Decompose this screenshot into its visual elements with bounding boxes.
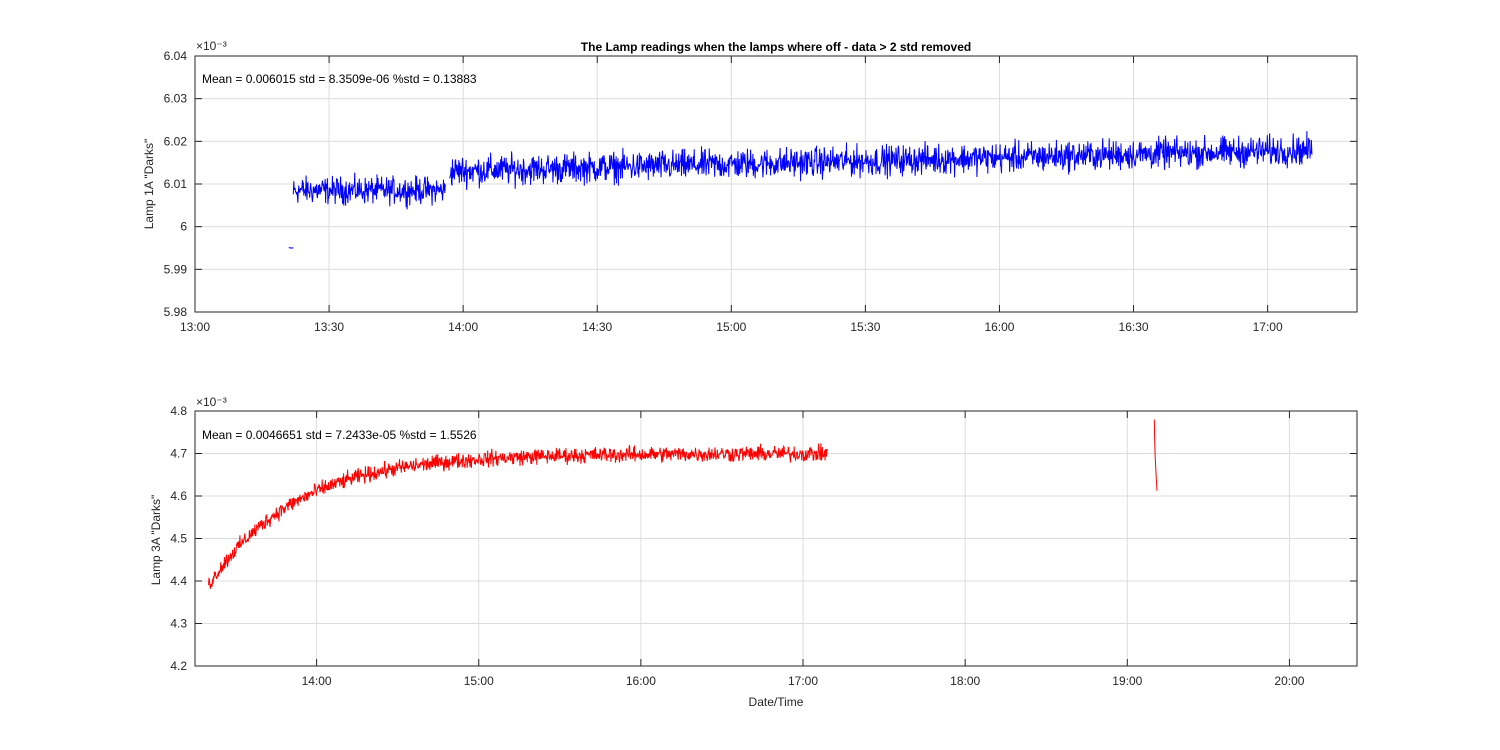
x-tick-label: 15:00 [464,674,494,688]
y-tick-label: 4.7 [170,447,187,461]
bottom-grid [195,410,1357,667]
y-tick-label: 4.2 [170,659,187,673]
bottom-ticks [195,410,1357,667]
y-tick-label: 6.03 [164,92,188,106]
top-y-axis-label: Lamp 1A "Darks" [142,139,156,230]
bottom-stats-annotation: Mean = 0.0046651 std = 7.2433e-05 %std =… [202,428,477,442]
x-tick-label: 14:30 [582,320,612,334]
x-tick-label: 13:30 [314,320,344,334]
top-subplot: 13:00 13:30 14:00 14:30 15:00 15:30 16:00 16:30… [142,39,1358,334]
x-tick-label: 20:00 [1274,674,1304,688]
x-tick-label: 13:00 [180,320,210,334]
y-tick-label: 4.5 [170,532,187,546]
x-tick-label: 16:00 [984,320,1014,334]
y-tick-label: 6.04 [164,49,188,63]
y-tick-label: 5.98 [164,305,188,319]
x-tick-label: 17:00 [788,674,818,688]
y-tick-label: 4.4 [170,574,187,588]
bottom-subplot: 14:00 15:00 16:00 17:00 18:00 19:00 20:00 4.24… [149,395,1358,709]
bottom-exponent-label: ×10⁻³ [196,395,227,409]
top-stats-annotation: Mean = 0.006015 std = 8.3509e-06 %std = … [202,72,477,86]
bottom-y-axis-label: Lamp 3A "Darks" [149,495,163,586]
top-series-line [288,131,1313,249]
y-tick-label: 6 [180,220,187,234]
y-tick-label: 6.01 [164,177,188,191]
bottom-series-segment-1 [1153,419,1158,491]
y-tick-label: 4.8 [170,404,187,418]
bottom-y-tick-labels: 4.2 4.3 4.4 4.5 4.6 4.7 4.8 [170,404,187,673]
x-tick-label: 15:00 [716,320,746,334]
top-series-segment-2 [449,131,1313,191]
top-y-tick-labels: 5.98 5.99 6 6.01 6.02 6.03 6.04 [164,49,188,319]
x-tick-label: 15:30 [850,320,880,334]
x-tick-label: 19:00 [1112,674,1142,688]
x-tick-label: 17:00 [1253,320,1283,334]
bottom-x-axis-label: Date/Time [749,695,804,709]
top-series-segment-1 [292,172,446,210]
bottom-x-tick-labels: 14:00 15:00 16:00 17:00 18:00 19:00 20:00 [302,674,1305,688]
y-tick-label: 6.02 [164,134,188,148]
x-tick-label: 18:00 [950,674,980,688]
x-tick-label: 14:00 [302,674,332,688]
x-tick-label: 16:30 [1119,320,1149,334]
top-x-tick-labels: 13:00 13:30 14:00 14:30 15:00 15:30 16:00 16:30… [180,320,1283,334]
top-exponent-label: ×10⁻³ [196,39,227,53]
chart-title: The Lamp readings when the lamps where o… [581,40,971,54]
bottom-series-segment-0 [208,443,828,589]
top-ticks [194,55,1357,313]
y-tick-label: 4.3 [170,617,187,631]
bottom-series-line [208,419,1158,589]
y-tick-label: 4.6 [170,489,187,503]
x-tick-label: 16:00 [626,674,656,688]
top-series-segment-0 [288,246,294,249]
x-tick-label: 14:00 [448,320,478,334]
y-tick-label: 5.99 [164,262,188,276]
